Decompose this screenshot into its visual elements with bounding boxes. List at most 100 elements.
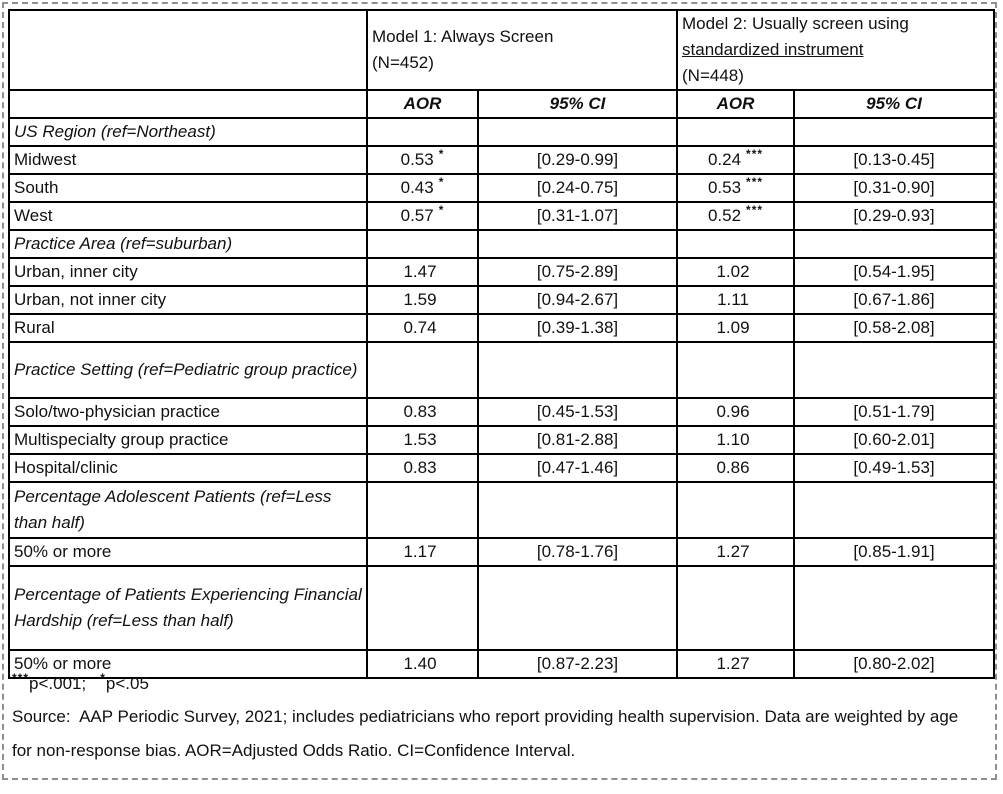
m2-aor-cell: 1.27 [676,537,796,567]
m2-ci-cell: [0.58-2.08] [793,313,996,343]
m2-aor-cell: 1.10 [676,425,796,455]
empty-cell [793,565,996,651]
section-label: Practice Area (ref=suburban) [8,229,368,259]
m2-aor-cell: 0.53 *** [676,173,796,203]
significance-asterisk: * [438,147,445,162]
table-footnotes: ***p<.001; *p<.05 Source: AAP Periodic Su… [12,668,982,768]
empty-cell [366,229,479,259]
m2-aor-cell: 0.24 *** [676,145,796,175]
table-row: 50% or more 1.17 [0.78-1.76] 1.27 [0.85-… [8,537,996,567]
m1-ci-cell: [0.81-2.88] [476,425,679,455]
table-row: South 0.43 * [0.24-0.75] 0.53 *** [0.31-0.… [8,173,996,203]
section-row: Practice Area (ref=suburban) [8,229,996,259]
empty-cell [676,117,796,147]
m1-aor-cell: 0.83 [366,397,479,427]
m2-ci-cell: [0.54-1.95] [793,257,996,287]
m1-ci-cell: [0.39-1.38] [476,313,679,343]
aor-value: 0.53 [400,150,434,169]
empty-cell [793,341,996,399]
empty-cell [476,565,679,651]
m1-aor-cell: 1.17 [366,537,479,567]
aor-value: 0.83 [403,458,437,477]
aor-value: 0.52 [707,206,742,225]
aor-value: 1.27 [716,542,750,561]
sig1-text: p<.05 [105,674,149,693]
row-label: South [8,173,368,203]
row-label: 50% or more [8,649,368,679]
table-row: Rural 0.74 [0.39-1.38] 1.09 [0.58-2.08] [8,313,996,343]
m2-aor-cell: 1.11 [676,285,796,315]
m2-ci-cell: [0.60-2.01] [793,425,996,455]
aor-value: 0.83 [403,402,437,421]
aor-value: 0.24 [707,150,742,169]
empty-cell [366,117,479,147]
table-row: West 0.57 * [0.31-1.07] 0.52 *** [0.29-0.9… [8,201,996,231]
m2-ci-cell: [0.67-1.86] [793,285,996,315]
model1-aor-header: AOR [366,89,479,119]
row-label: Urban, inner city [8,257,368,287]
aor-value: 0.74 [403,318,437,337]
m1-ci-cell: [0.31-1.07] [476,201,679,231]
empty-cell [676,565,796,651]
m1-ci-cell: [0.94-2.67] [476,285,679,315]
model2-title-underlined: standardized instrument [682,40,864,59]
empty-header-cell [8,89,368,119]
m1-aor-cell: 1.53 [366,425,479,455]
three-asterisk-marker: *** [12,671,30,686]
aor-value: 0.96 [716,402,750,421]
empty-cell [676,341,796,399]
section-row: Practice Setting (ref=Pediatric group pr… [8,341,996,399]
m2-ci-cell: [0.31-0.90] [793,173,996,203]
model2-n: (N=448) [682,66,744,85]
aor-value: 1.10 [716,430,750,449]
m2-aor-cell: 1.27 [676,649,796,679]
aor-value: 1.59 [403,290,437,309]
aor-value: 0.43 [400,178,434,197]
significance-asterisk: * [438,203,445,218]
aor-value: 1.47 [403,262,437,281]
row-label: Solo/two-physician practice [8,397,368,427]
aor-value: 1.09 [716,318,750,337]
empty-cell [366,565,479,651]
row-label: Hospital/clinic [8,453,368,483]
table-row: Urban, inner city 1.47 [0.75-2.89] 1.02 … [8,257,996,287]
m1-ci-cell: [0.87-2.23] [476,649,679,679]
row-label: Midwest [8,145,368,175]
m2-ci-cell: [0.13-0.45] [793,145,996,175]
row-label: Urban, not inner city [8,285,368,315]
empty-cell [476,481,679,539]
model2-aor-header: AOR [676,89,796,119]
section-label: US Region (ref=Northeast) [8,117,368,147]
empty-cell [476,341,679,399]
m1-aor-cell: 1.59 [366,285,479,315]
m1-ci-cell: [0.24-0.75] [476,173,679,203]
m1-aor-cell: 0.83 [366,453,479,483]
empty-cell [793,229,996,259]
aor-value: 1.53 [403,430,437,449]
m1-ci-cell: [0.47-1.46] [476,453,679,483]
model1-n: (N=452) [372,53,434,72]
m2-ci-cell: [0.80-2.02] [793,649,996,679]
table-row: 50% or more 1.40 [0.87-2.23] 1.27 [0.80-… [8,649,996,679]
source-note: Source: AAP Periodic Survey, 2021; inclu… [12,707,963,760]
m1-aor-cell: 0.74 [366,313,479,343]
model-header-row: Model 1: Always Screen (N=452) Model 2: … [8,9,996,91]
empty-cell [676,481,796,539]
section-label: Percentage of Patients Experiencing Fina… [8,565,368,651]
m1-aor-cell: 0.53 * [366,145,479,175]
empty-cell [793,117,996,147]
m2-aor-cell: 1.09 [676,313,796,343]
empty-corner-cell [8,9,368,91]
aor-value: 0.57 [400,206,434,225]
model1-title: Model 1: Always Screen [372,27,554,46]
section-row: US Region (ref=Northeast) [8,117,996,147]
m2-aor-cell: 0.86 [676,453,796,483]
one-asterisk-marker: * [100,671,106,686]
significance-asterisk: *** [746,203,764,218]
empty-cell [366,481,479,539]
empty-cell [476,229,679,259]
row-label: 50% or more [8,537,368,567]
m1-ci-cell: [0.75-2.89] [476,257,679,287]
row-label: Multispecialty group practice [8,425,368,455]
